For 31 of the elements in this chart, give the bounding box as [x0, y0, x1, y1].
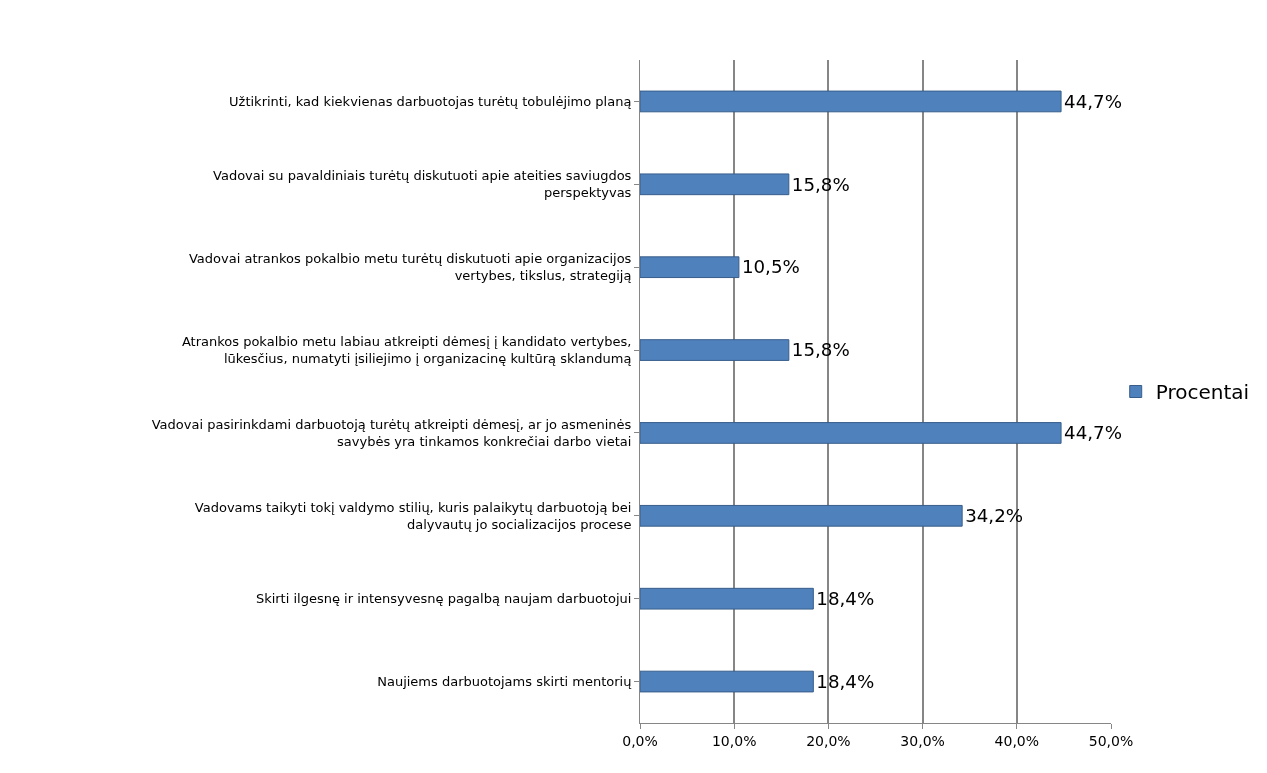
y-tick-label: Vadovai atrankos pokalbio metu turėtų diskutuoti apie organizacijos vertybes, tikslus, strategiją: [188, 251, 632, 284]
y-tick-label: Vadovams taikyti tokį valdymo stilių, kuris palaikytų darbuotoją bei dalyvautų jo socializacijos procese: [194, 499, 632, 532]
y-tick-label: Naujiems darbuotojams skirti mentorių: [377, 674, 632, 690]
data-label: 10,5%: [741, 256, 800, 278]
bar: [640, 422, 1062, 444]
x-tick-label: 30,0%: [900, 732, 945, 749]
x-tick-label: 20,0%: [806, 732, 851, 749]
data-label: 18,4%: [816, 670, 875, 692]
y-tick-label: Atrankos pokalbio metu labiau atkreipti dėmesį į kandidato vertybes, lūkesčius, numatyti įsiliejimo į organizacinę kultūrą sklandumą: [181, 334, 632, 367]
data-label: 34,2%: [965, 505, 1024, 527]
bar: [640, 587, 814, 610]
y-tick-label: Užtikrinti, kad kiekvienas darbuotojas turėtų tobulėjimo planą: [229, 93, 632, 109]
data-label: 44,7%: [1064, 90, 1122, 112]
x-tick-label: 10,0%: [711, 732, 757, 749]
bar: [640, 256, 740, 279]
bar: [640, 504, 963, 527]
bar: [640, 339, 790, 361]
data-label: 18,4%: [816, 587, 875, 609]
y-tick-label: Skirti ilgesnę ir intensyvesnę pagalbą naujam darbuotojui: [255, 591, 632, 607]
bar: [640, 90, 1062, 113]
bar: [640, 173, 790, 196]
y-tick-label: Vadovai pasirinkdami darbuotoją turėtų atkreipti dėmesį, ar jo asmeninės savybės yra tinkamos konkrečiai darbo vietai: [151, 417, 632, 449]
bar: [640, 670, 814, 693]
data-label: 44,7%: [1064, 422, 1122, 444]
y-tick-label: Vadovai su pavaldiniais turėtų diskutuoti apie ateities saviugdos perspektyvas: [213, 168, 632, 201]
legend-label: Procentai: [1155, 380, 1250, 405]
x-tick-label: 40,0%: [994, 732, 1040, 749]
data-label: 15,8%: [791, 339, 850, 361]
x-tick-label: 50,0%: [1088, 732, 1134, 749]
x-tick-label: 0,0%: [622, 732, 658, 749]
data-label: 15,8%: [791, 173, 850, 195]
